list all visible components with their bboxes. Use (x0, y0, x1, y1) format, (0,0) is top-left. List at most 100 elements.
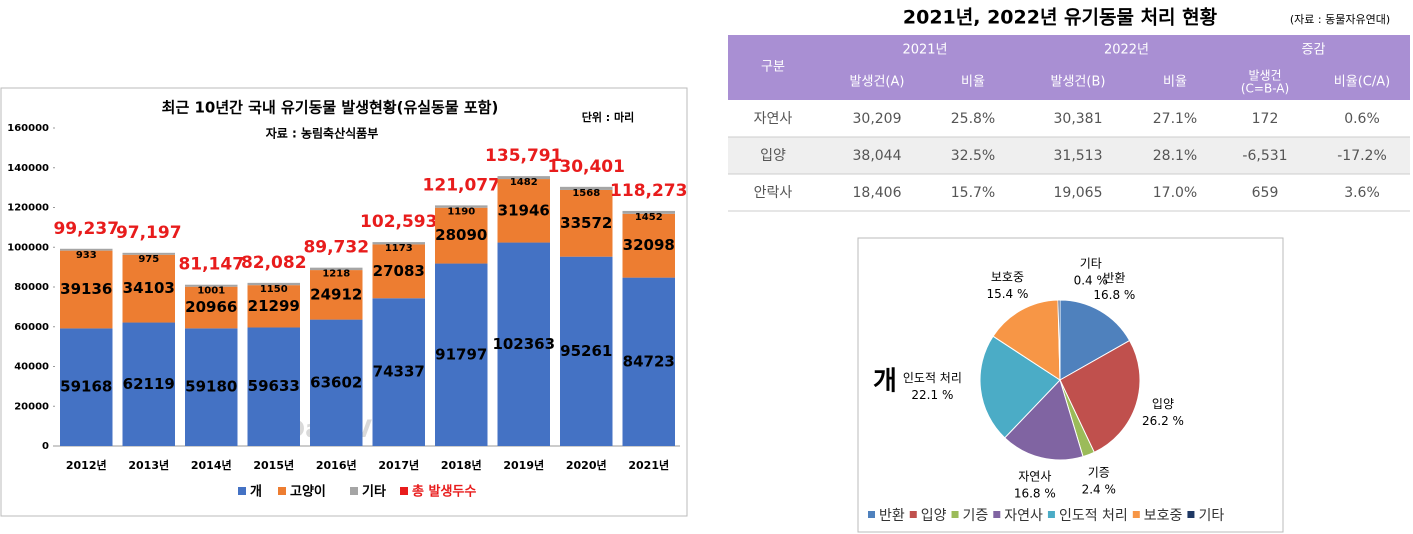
x-tick-label: 2020년 (566, 458, 607, 472)
x-tick-label: 2012년 (66, 458, 107, 472)
y-tick-label: 60000 (14, 322, 49, 333)
total-label: 81,147 (178, 255, 244, 275)
legend-swatch (1132, 511, 1140, 518)
table-subheader: 비율(C/A) (1334, 75, 1390, 90)
data-label: 1150 (260, 284, 288, 295)
y-tick-label: 40000 (14, 362, 49, 373)
total-label: 97,197 (116, 223, 182, 243)
table-cell: 172 (1252, 111, 1279, 127)
table-subheader: 발생건 (1248, 69, 1281, 83)
bar-segment (247, 327, 300, 446)
table-cell: 0.6% (1344, 111, 1380, 127)
total-label: 102,593 (360, 212, 437, 232)
legend-label: 반환 (879, 508, 905, 524)
data-label: 1452 (635, 212, 663, 223)
chart-title: 최근 10년간 국내 유기동물 발생현황(유실동물 포함) (162, 99, 499, 117)
unit-label: 단위 : 마리 (582, 110, 635, 124)
table-cell: 38,044 (853, 148, 902, 164)
data-label: 74337 (373, 363, 425, 381)
data-label: 27083 (373, 262, 425, 280)
bar-segment (622, 277, 675, 446)
data-label: 1173 (385, 243, 413, 254)
table-cell: 안락사 (754, 185, 793, 201)
bar-segment (60, 250, 113, 329)
pie-category-label: 기증 (1088, 465, 1110, 479)
data-label: 32098 (623, 236, 675, 254)
bar-segment (247, 282, 300, 286)
bar-segment (497, 242, 550, 446)
bar-segment (185, 284, 238, 287)
legend-swatch (1047, 511, 1055, 518)
y-tick-label: 140000 (7, 163, 49, 174)
x-tick-label: 2017년 (378, 458, 419, 472)
pie-category-label: 보호중 (991, 270, 1024, 284)
bar-segment (435, 207, 488, 264)
x-tick-label: 2019년 (503, 458, 544, 472)
data-label: 1568 (572, 188, 600, 199)
legend-swatch (951, 511, 959, 518)
pie-value-label: 15.4 % (986, 287, 1028, 301)
data-label: 933 (76, 250, 97, 261)
table-cell: 자연사 (754, 111, 793, 127)
table-subheader: 비율 (1163, 75, 1187, 90)
legend-swatch (400, 487, 408, 495)
total-label: 130,401 (548, 157, 625, 177)
table-cell: -17.2% (1337, 148, 1387, 164)
data-label: 31946 (498, 201, 550, 219)
chart-subtitle: 자료 : 농림축산식품부 (266, 126, 379, 141)
bar-segment (310, 319, 363, 446)
x-tick-label: 2018년 (441, 458, 482, 472)
bar-segment (372, 244, 425, 299)
bar-segment (560, 186, 613, 190)
data-label: 39136 (60, 280, 112, 298)
bar-segment (310, 267, 363, 271)
data-label: 63602 (310, 373, 362, 391)
data-label: 1218 (322, 269, 350, 280)
bar-segment (122, 322, 175, 446)
table-cell: 17.0% (1153, 185, 1197, 201)
data-label: 95261 (560, 342, 612, 360)
pie-category-label: 인도적 처리 (903, 371, 962, 385)
bar-segment (372, 298, 425, 446)
total-label: 82,082 (241, 253, 307, 273)
table-cell: 30,381 (1054, 111, 1103, 127)
total-label: 135,791 (485, 146, 562, 166)
bar-segment (622, 213, 675, 278)
total-label: 121,077 (423, 175, 500, 195)
table-subheader: 발생건(B) (1051, 75, 1106, 90)
table-header: 2022년 (1104, 43, 1149, 58)
total-label: 99,237 (53, 219, 119, 239)
legend-label: 기타 (1198, 508, 1224, 524)
pie-category-label: 반환 (1103, 271, 1125, 285)
pie-value-label: 16.8 % (1014, 487, 1056, 501)
x-tick-label: 2016년 (316, 458, 357, 472)
pie-value-label: 26.2 % (1142, 414, 1184, 428)
y-tick-label: 80000 (14, 282, 49, 293)
data-label: 24912 (310, 285, 362, 303)
bar-segment (435, 263, 488, 446)
table-row-bg (728, 137, 1410, 174)
y-tick-label: 120000 (7, 203, 49, 214)
bar-segment (122, 252, 175, 255)
data-label: 59168 (60, 378, 112, 396)
total-label: 89,732 (303, 238, 369, 258)
y-tick-label: 100000 (7, 242, 49, 253)
bar-segment (372, 242, 425, 245)
legend-swatch (909, 511, 917, 518)
table-cell: 32.5% (951, 148, 995, 164)
data-label: 34103 (123, 279, 175, 297)
data-label: 91797 (435, 345, 487, 363)
table-cell: 659 (1252, 185, 1279, 201)
pie-category-label: 자연사 (1018, 470, 1051, 484)
total-label: 118,273 (610, 181, 687, 201)
pie-category-label: 입양 (1152, 397, 1174, 411)
legend-label: 총 발생두수 (412, 484, 476, 500)
data-label: 59633 (248, 377, 300, 395)
pie-slice (1004, 379, 1084, 461)
data-label: 28090 (435, 226, 487, 244)
legend-swatch (868, 511, 875, 518)
table-title: 2021년, 2022년 유기동물 처리 현황 (903, 6, 1218, 29)
table-header: 구분 (761, 60, 785, 75)
legend-label: 인도적 처리 (1059, 508, 1128, 524)
